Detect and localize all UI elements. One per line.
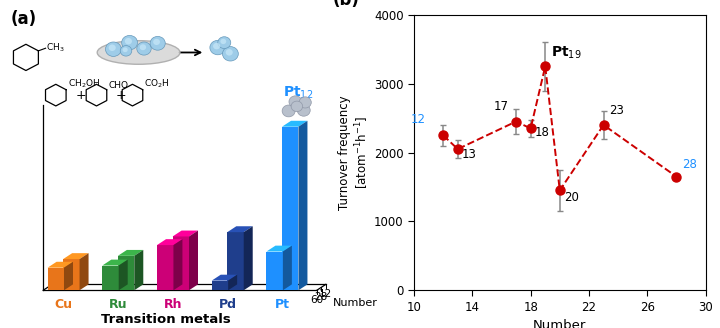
- Text: CO$_2$H: CO$_2$H: [145, 78, 170, 90]
- Text: Number: Number: [333, 298, 378, 308]
- Text: 60: 60: [310, 295, 323, 305]
- Text: Ru: Ru: [109, 298, 127, 312]
- Circle shape: [122, 35, 138, 50]
- Text: 12: 12: [319, 289, 333, 299]
- Text: Transition metals: Transition metals: [101, 313, 230, 326]
- Circle shape: [225, 49, 233, 56]
- Polygon shape: [299, 121, 307, 290]
- Polygon shape: [118, 250, 143, 256]
- Polygon shape: [157, 239, 182, 245]
- Polygon shape: [173, 231, 198, 236]
- Circle shape: [222, 47, 238, 61]
- Polygon shape: [228, 226, 253, 232]
- Text: +: +: [115, 89, 126, 102]
- Circle shape: [122, 48, 127, 52]
- Polygon shape: [102, 260, 127, 266]
- Text: 12: 12: [410, 113, 426, 126]
- Polygon shape: [266, 252, 283, 290]
- Text: Rh: Rh: [163, 298, 182, 312]
- Circle shape: [297, 104, 310, 116]
- Polygon shape: [102, 266, 119, 290]
- Polygon shape: [212, 280, 228, 290]
- Polygon shape: [48, 262, 73, 268]
- Circle shape: [220, 39, 226, 44]
- Text: Pt: Pt: [275, 298, 290, 312]
- Circle shape: [213, 43, 220, 50]
- Circle shape: [282, 105, 295, 117]
- Circle shape: [125, 38, 132, 45]
- Polygon shape: [212, 275, 237, 280]
- Circle shape: [210, 40, 225, 55]
- Polygon shape: [266, 246, 292, 252]
- Text: Pt$_{12}$: Pt$_{12}$: [283, 85, 313, 101]
- Ellipse shape: [97, 41, 180, 64]
- Polygon shape: [282, 127, 299, 290]
- Text: CH$_2$OH: CH$_2$OH: [68, 78, 100, 90]
- Text: 28: 28: [683, 158, 697, 171]
- Circle shape: [153, 39, 160, 45]
- Text: 18: 18: [535, 126, 550, 139]
- Text: CHO: CHO: [109, 81, 128, 90]
- Polygon shape: [79, 253, 89, 290]
- Polygon shape: [63, 253, 89, 259]
- Text: 17: 17: [494, 100, 509, 113]
- Circle shape: [218, 37, 230, 49]
- Polygon shape: [243, 226, 253, 290]
- Polygon shape: [174, 239, 182, 290]
- Polygon shape: [134, 250, 143, 290]
- Text: CH$_3$: CH$_3$: [46, 42, 65, 54]
- Circle shape: [109, 45, 116, 51]
- Polygon shape: [228, 275, 237, 290]
- Circle shape: [150, 36, 166, 50]
- Polygon shape: [64, 262, 73, 290]
- Polygon shape: [282, 121, 307, 127]
- Circle shape: [291, 101, 302, 112]
- Circle shape: [106, 42, 121, 56]
- Text: Pt$_{19}$: Pt$_{19}$: [551, 45, 582, 61]
- Polygon shape: [157, 245, 174, 290]
- Polygon shape: [48, 268, 64, 290]
- Text: 13: 13: [462, 149, 477, 161]
- Text: 20: 20: [564, 191, 579, 204]
- Text: 28: 28: [315, 292, 328, 302]
- Text: 23: 23: [609, 104, 624, 117]
- Text: Cu: Cu: [55, 298, 73, 312]
- Text: +: +: [76, 89, 86, 102]
- X-axis label: Number: Number: [533, 319, 587, 328]
- Y-axis label: Turnover frequency
[atom$^{-1}$h$^{-1}$]: Turnover frequency [atom$^{-1}$h$^{-1}$]: [338, 95, 372, 210]
- Polygon shape: [228, 232, 243, 290]
- Text: (b): (b): [333, 0, 359, 9]
- Polygon shape: [189, 231, 198, 290]
- Circle shape: [289, 96, 302, 108]
- Circle shape: [120, 46, 132, 56]
- Circle shape: [140, 44, 146, 50]
- Polygon shape: [119, 260, 127, 290]
- Polygon shape: [283, 246, 292, 290]
- Circle shape: [137, 42, 151, 55]
- Text: (a): (a): [11, 10, 37, 28]
- Polygon shape: [63, 259, 79, 290]
- Polygon shape: [118, 256, 134, 290]
- Circle shape: [299, 97, 311, 108]
- Polygon shape: [173, 236, 189, 290]
- Text: Pd: Pd: [219, 298, 237, 312]
